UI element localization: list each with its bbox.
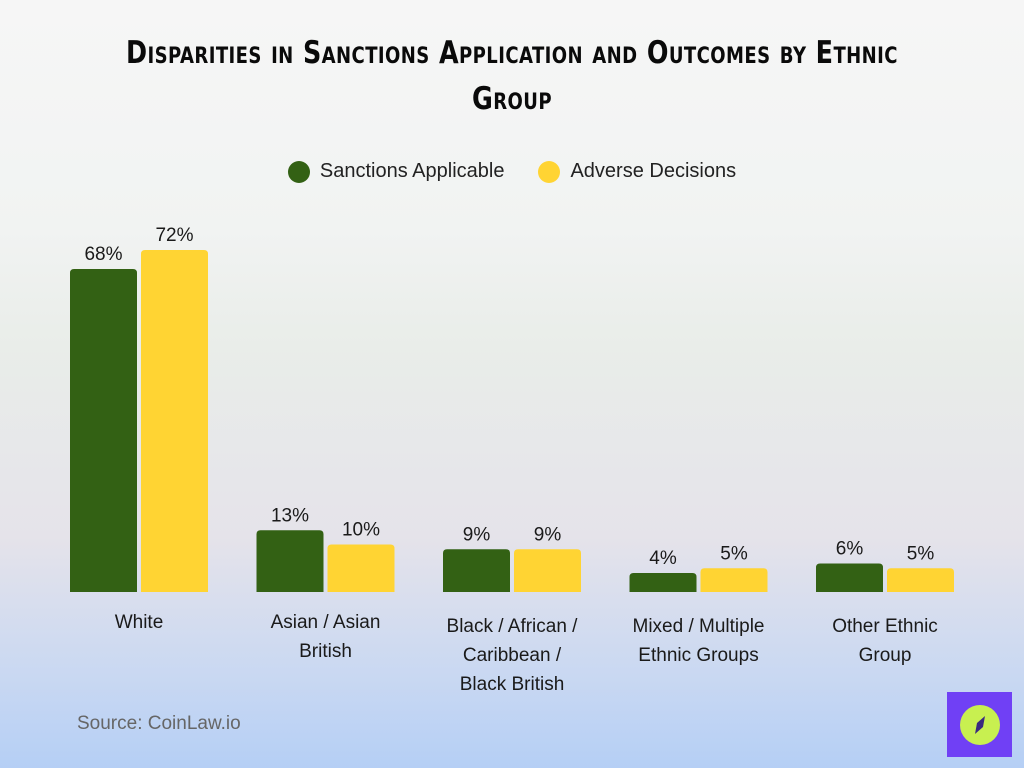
- bar: [816, 563, 883, 592]
- legend: Sanctions Applicable Adverse Decisions: [0, 160, 1024, 183]
- bar: [256, 530, 324, 592]
- legend-swatch-sanctions: [287, 160, 310, 183]
- data-label: 5%: [720, 543, 748, 564]
- data-label: 10%: [342, 520, 380, 541]
- source-note: Source: CoinLaw.io: [77, 713, 241, 734]
- category-label: British: [299, 641, 352, 662]
- bar: [141, 250, 208, 592]
- legend-item-adverse: Adverse Decisions: [538, 160, 736, 183]
- bar: [700, 568, 768, 592]
- category-label: Ethnic Groups: [638, 645, 758, 666]
- bar: [887, 568, 954, 592]
- data-label: 4%: [649, 548, 677, 569]
- category-label: Asian / Asian: [271, 612, 381, 633]
- legend-swatch-adverse: [538, 160, 561, 183]
- legend-label-sanctions: Sanctions Applicable: [319, 160, 505, 182]
- category-label: Other Ethnic: [832, 616, 938, 637]
- logo: [947, 692, 1012, 757]
- data-label: 6%: [836, 539, 864, 560]
- bar: [327, 544, 395, 592]
- data-label: 68%: [84, 244, 122, 265]
- legend-label-adverse: Adverse Decisions: [570, 160, 737, 182]
- chart-title: Disparities in Sanctions Application and…: [126, 35, 898, 117]
- bar: [70, 269, 137, 592]
- category-label: Black British: [460, 674, 565, 695]
- category-label: Mixed / Multiple: [633, 616, 765, 637]
- data-label: 13%: [271, 505, 309, 526]
- data-label: 9%: [534, 524, 562, 545]
- data-label: 9%: [463, 524, 491, 545]
- data-label: 72%: [155, 225, 193, 246]
- category-label: Caribbean /: [463, 645, 562, 666]
- category-label: Group: [859, 645, 912, 666]
- category-label: White: [115, 612, 164, 633]
- category-label: Black / African /: [447, 616, 579, 637]
- bar: [514, 549, 581, 592]
- legend-item-sanctions: Sanctions Applicable: [287, 160, 505, 183]
- bar: [443, 549, 510, 592]
- bar: [629, 573, 697, 592]
- data-label: 5%: [907, 543, 935, 564]
- compass-icon: [959, 704, 1000, 745]
